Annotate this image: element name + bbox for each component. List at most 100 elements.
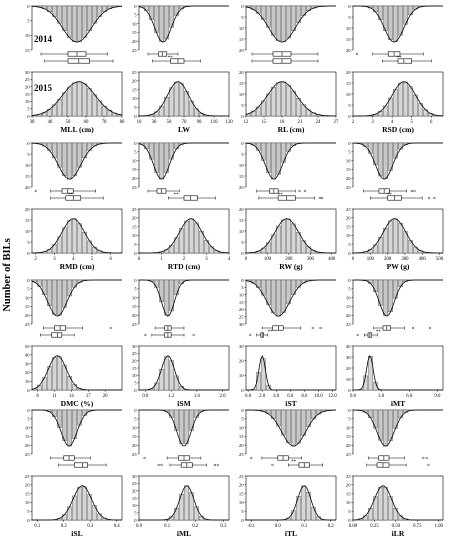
box-outlier-2015 [320,196,324,200]
bottom-y-tick-label: 25 [346,207,351,212]
top-y-tick-label: 15 [25,304,30,309]
top-bar [301,409,306,436]
bottom-y-tick-label: 10 [25,379,30,384]
x-axis-label: RW (g) [279,262,303,271]
bottom-y-tick-label: 15 [132,87,137,92]
top-bar [373,5,378,13]
box-outlier-2014 [298,189,301,193]
top-y-tick-label: 25 [346,185,351,190]
top-bar [281,5,286,43]
top-y-tick-label: 5 [27,417,30,422]
x-tick-label: -0.1 [247,524,255,529]
top-y-tick-label: 0 [348,141,351,146]
bottom-frame [138,475,230,521]
top-bar [378,409,383,441]
top-normal-curve [245,142,336,180]
bottom-bar [92,94,97,117]
bottom-y-tick-label: 0 [134,114,137,119]
top-y-tick-label: 5 [134,13,137,18]
top-bar [281,279,286,313]
panel-imt: 0 5 10 15 20 25 ** 0 10 20 30 40 0.0 3.0 6.0 9.0 iMT [346,278,444,408]
top-bar [276,5,281,42]
bottom-bar [77,487,82,521]
bottom-y-tick-label: 5 [348,103,351,108]
top-normal-curve [31,5,123,43]
top-normal-curve [245,279,336,317]
top-y-tick-label: 20 [346,313,351,318]
x-axis-label: RTD (cm) [168,262,201,271]
x-axis-label: iML [177,529,191,538]
x-tick-label: 11 [52,394,57,399]
top-bar [62,142,67,176]
top-y-tick-label: 15 [25,434,30,439]
top-normal-curve [139,279,229,317]
top-normal-curve [138,142,229,180]
top-bar [271,142,276,180]
top-y-tick-label: 0 [241,4,244,9]
bottom-y-tick-label: 15 [25,218,30,223]
top-y-tick-label: 10 [25,33,30,38]
panel-rtd: 0 5 10 15 20 25 ** 0 5 10 15 20 25 0 1 2 3 4 RTD (cm) [132,141,231,271]
top-y-tick-label: 10 [239,26,244,31]
x-tick-label: 10 [137,120,142,125]
top-bar [296,409,301,444]
bottom-bar [291,90,296,117]
bottom-bar [286,84,291,117]
top-bar [159,5,164,42]
bottom-bar [67,86,72,117]
bottom-normal-curve [246,485,336,521]
box-outlier-2014 [311,326,314,330]
box-outlier-2015 [249,333,252,337]
x-axis-label: iSL [71,529,82,538]
bottom-bar [291,223,296,254]
bottom-y-tick-label: 25 [239,474,244,479]
top-normal-curve [353,142,443,180]
bottom-bar [179,83,184,117]
x-tick-label: 500 [436,257,444,262]
top-y-tick-label: 5 [134,287,137,292]
bottom-bar [72,218,77,254]
top-y-tick-label: 15 [239,434,244,439]
bottom-y-tick-label: 5 [134,380,137,385]
significance-mark: ** [376,330,382,335]
panel-rl: 0 5 10 15 20 0 5 10 15 20 12 15 18 21 24 27 RL (cm) [239,4,339,134]
bottom-bar [37,384,42,391]
top-y-tick-label: 10 [132,21,137,26]
bottom-y-tick-label: 15 [346,224,351,229]
top-bar [368,142,373,154]
top-bar [67,142,72,180]
bottom-bar [291,510,296,521]
x-tick-label: 90 [197,120,202,125]
top-y-tick-label: 10 [132,158,137,163]
top-y-tick-label: 15 [132,434,137,439]
bottom-bar [174,508,179,521]
top-bar [184,409,189,445]
bottom-y-tick-label: 25 [132,70,137,75]
panel-dmc: 0 5 10 15 20 25 0 10 20 30 40 50 8 11 14 17 20 DMC (%) [25,278,123,408]
top-y-tick-label: 20 [132,443,137,448]
x-axis-label: RL (cm) [278,125,305,134]
top-bar [72,5,77,42]
top-y-tick-label: 20 [25,185,30,190]
x-tick-label: 20 [103,394,108,399]
top-y-tick-label: 0 [348,4,351,9]
x-tick-label: 70 [182,120,187,125]
x-axis-label: DMC (%) [61,399,94,408]
x-tick-label: 110 [210,120,218,125]
bottom-bar [281,81,286,117]
top-bar [408,5,413,16]
x-tick-label: 200 [384,257,392,262]
top-bar [154,279,159,288]
top-bar [37,279,42,287]
bottom-y-tick-label: 10 [132,503,137,508]
box-outlier-2015 [318,196,322,200]
panel-mll: 0 5 10 15 0 5 10 15 20 25 30 30 40 50 60 70 80 MLL (cm) [25,4,125,134]
box-outlier-2014 [413,189,416,193]
bottom-bar [194,222,199,254]
bottom-normal-curve [246,218,336,254]
top-y-tick-label: 10 [132,425,137,430]
top-bar [52,279,57,315]
bottom-bar [97,513,102,521]
top-y-tick-label: 20 [132,39,137,44]
